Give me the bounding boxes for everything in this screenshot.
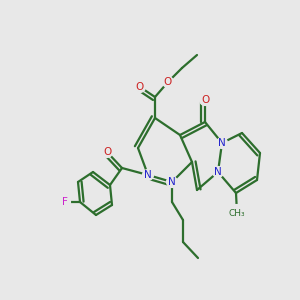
Text: N: N — [218, 138, 226, 148]
Text: O: O — [103, 147, 111, 157]
Text: F: F — [62, 197, 68, 207]
Circle shape — [163, 76, 173, 87]
Text: CH₃: CH₃ — [229, 208, 245, 217]
Text: N: N — [144, 170, 152, 180]
Text: O: O — [164, 77, 172, 87]
Text: O: O — [136, 82, 144, 92]
Circle shape — [229, 205, 245, 221]
Circle shape — [217, 138, 227, 148]
Circle shape — [167, 177, 177, 188]
Circle shape — [135, 82, 146, 92]
Circle shape — [142, 169, 153, 180]
Text: O: O — [201, 95, 209, 105]
Circle shape — [60, 196, 70, 207]
Circle shape — [102, 147, 112, 158]
Text: N: N — [168, 177, 176, 187]
Text: N: N — [214, 167, 222, 177]
Circle shape — [213, 167, 224, 177]
Circle shape — [200, 94, 210, 105]
